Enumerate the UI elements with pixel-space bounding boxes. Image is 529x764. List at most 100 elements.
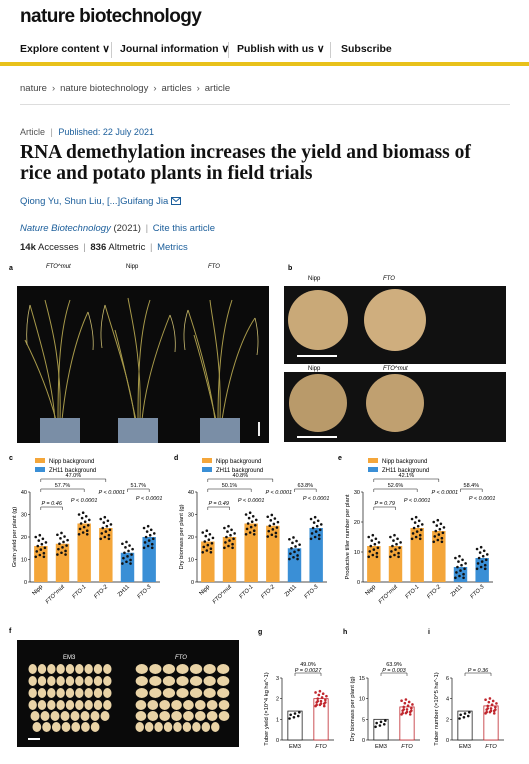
data-point <box>460 563 463 567</box>
potato-tubers-photo: EM3 FTO <box>17 640 239 747</box>
data-point <box>211 536 215 540</box>
data-point <box>34 535 38 539</box>
data-point <box>480 560 484 563</box>
data-point <box>297 548 300 552</box>
nav-divider <box>228 42 229 58</box>
data-point <box>81 531 85 534</box>
y-tick-label: 2 <box>446 717 449 723</box>
data-point <box>495 702 498 705</box>
potato-tuber <box>47 700 56 710</box>
data-point <box>59 537 62 540</box>
potato-tuber <box>84 700 93 710</box>
data-point <box>486 704 490 708</box>
data-point <box>463 567 466 571</box>
data-point <box>482 549 486 553</box>
data-point <box>39 548 43 551</box>
nav-subscribe[interactable]: Subscribe <box>341 43 392 55</box>
data-point <box>317 537 321 541</box>
data-point <box>250 520 254 523</box>
data-point <box>484 558 488 562</box>
potato-tuber <box>93 664 103 674</box>
data-point <box>486 707 490 710</box>
bracket <box>294 488 317 492</box>
data-point <box>63 535 66 538</box>
nav-explore-content[interactable]: Explore content ∨ <box>20 43 110 55</box>
y-tick-label: 30 <box>188 513 194 519</box>
breadcrumb-nature[interactable]: nature <box>20 83 47 94</box>
data-point <box>248 531 252 534</box>
annotation-percent: 57.7% <box>55 483 71 489</box>
panel-a-label-fto: FTO <box>208 264 220 270</box>
potato-tuber <box>171 711 182 721</box>
data-point <box>404 698 408 701</box>
x-tick-label: FTO <box>485 744 497 750</box>
data-point <box>439 522 443 526</box>
journal-name[interactable]: Nature Biotechnology <box>20 223 111 234</box>
cite-this-article-link[interactable]: Cite this article <box>152 223 216 234</box>
data-point <box>293 712 297 715</box>
data-point <box>38 533 42 537</box>
nav-journal-information[interactable]: Journal information ∨ <box>120 43 230 55</box>
y-tick-label: 4 <box>446 697 449 703</box>
data-point <box>298 711 301 714</box>
seed-plates-photo: Nipp FTO Nipp FTO^mut <box>284 276 506 442</box>
data-point <box>108 528 112 532</box>
panel-letter: c <box>9 455 13 462</box>
data-point <box>399 541 402 544</box>
y-axis-label: Grain yield per plant (g) <box>12 507 18 568</box>
data-point <box>209 551 213 554</box>
panel-letter: e <box>338 455 342 462</box>
x-tick-label: FTO-3 <box>137 584 154 601</box>
x-tick-label: FTO <box>315 744 327 750</box>
x-tick-label: FTO <box>401 744 413 750</box>
data-point <box>42 555 46 559</box>
nav-publish-with-us[interactable]: Publish with us ∨ <box>237 43 325 55</box>
data-point <box>413 521 417 524</box>
breadcrumb-journal[interactable]: nature biotechnology <box>60 83 149 94</box>
altmetric-label: Altmetric <box>108 242 146 253</box>
breadcrumb-articles[interactable]: articles <box>161 83 192 94</box>
data-point <box>440 536 444 540</box>
data-point <box>148 533 152 537</box>
annotation-pvalue: P < 0.0001 <box>469 496 496 502</box>
metrics-link[interactable]: Metrics <box>157 242 188 253</box>
potato-tuber <box>162 676 176 686</box>
data-point <box>149 528 153 532</box>
panel-letter: h <box>343 629 347 636</box>
data-point <box>312 521 316 524</box>
data-point <box>36 544 40 548</box>
data-point <box>484 698 487 701</box>
data-point <box>371 553 375 557</box>
potato-tuber <box>28 664 37 674</box>
data-point <box>43 546 47 550</box>
bar <box>309 528 323 582</box>
legend-swatch <box>368 458 378 463</box>
data-point <box>319 523 323 526</box>
data-point <box>483 563 487 567</box>
authors[interactable]: Qiong Yu, Shun Liu, [...]Guifang Jia <box>20 196 169 207</box>
data-point <box>105 524 109 528</box>
article-metrics: 14k Accesses | 836 Altmetric | Metrics <box>20 242 188 253</box>
data-point <box>107 537 111 541</box>
data-point <box>289 713 292 717</box>
data-point <box>489 707 493 710</box>
potato-tuber <box>189 664 203 674</box>
potato-tuber <box>203 688 216 698</box>
author-list[interactable]: Qiong Yu, Shun Liu, [...]Guifang Jia <box>20 196 181 207</box>
y-axis-label: Tuber yield (×10^4 kg ha^-1) <box>264 672 270 745</box>
annotation-percent: 42.1% <box>399 473 415 479</box>
potato-tuber <box>40 711 50 721</box>
data-point <box>372 548 376 551</box>
potato-tuber <box>201 722 211 732</box>
potato-tuber <box>103 700 112 710</box>
potato-tuber <box>192 722 201 732</box>
data-point <box>57 547 60 551</box>
data-point <box>318 689 322 693</box>
email-icon[interactable] <box>170 197 181 205</box>
annotation-pvalue: P = 0.46 <box>41 501 62 507</box>
data-point <box>458 554 461 558</box>
data-point <box>438 527 442 531</box>
annotation-pvalue: P < 0.0001 <box>71 498 98 504</box>
data-point <box>309 537 313 541</box>
site-logo[interactable]: nature biotechnology <box>20 6 202 27</box>
